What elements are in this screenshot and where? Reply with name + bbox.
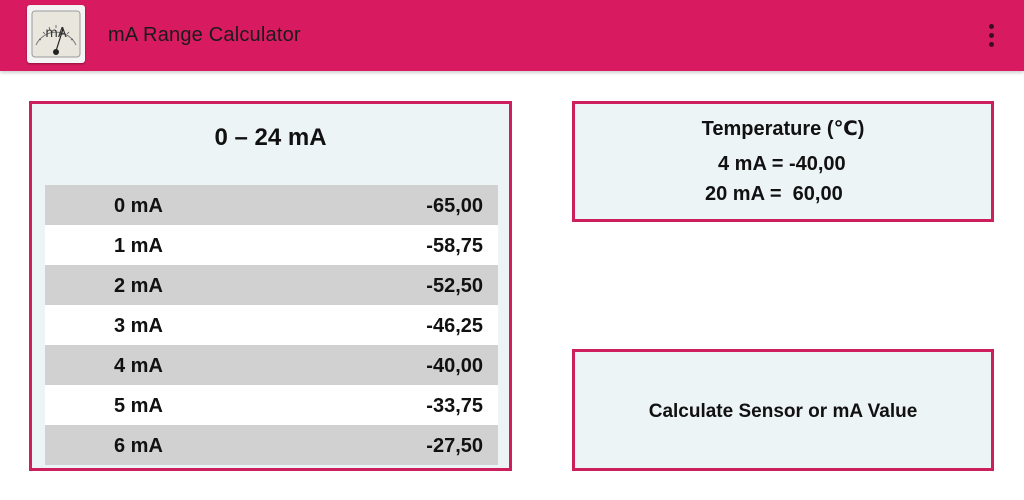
temperature-card: Temperature (℃) 4 mA = -40,00 20 mA = 60…	[572, 101, 994, 222]
ma-cell: 3 mA	[114, 315, 163, 337]
table-row: 4 mA -40,00	[45, 345, 498, 385]
table-row: 1 mA -58,75	[45, 225, 498, 265]
app-title: mA Range Calculator	[108, 24, 301, 46]
table-row: 5 mA -33,75	[45, 385, 498, 425]
app-bar: mA mA Range Calculator	[0, 0, 1024, 71]
ma-cell: 4 mA	[114, 355, 163, 377]
icon-text: mA	[45, 26, 67, 41]
value-cell: -27,50	[426, 435, 483, 457]
temperature-title: Temperature (℃)	[701, 118, 865, 140]
overflow-menu-icon[interactable]	[976, 18, 1006, 52]
calculate-button[interactable]: Calculate Sensor or mA Value	[572, 349, 994, 471]
ma-cell: 1 mA	[114, 235, 163, 257]
value-cell: -52,50	[426, 275, 483, 297]
value-cell: -46,25	[426, 315, 483, 337]
temperature-20ma-line: 20 mA = 60,00	[705, 183, 843, 205]
value-cell: -58,75	[426, 235, 483, 257]
table-row: 0 mA -65,00	[45, 185, 498, 225]
ma-cell: 5 mA	[114, 395, 163, 417]
ammeter-gauge-icon: mA	[27, 5, 85, 63]
calculate-button-label: Calculate Sensor or mA Value	[648, 401, 918, 422]
value-cell: -40,00	[426, 355, 483, 377]
range-table-card: 0 – 24 mA 0 mA -65,00 1 mA -58,75 2 mA -…	[29, 101, 512, 471]
value-cell: -33,75	[426, 395, 483, 417]
ma-cell: 6 mA	[114, 435, 163, 457]
ma-cell: 0 mA	[114, 195, 163, 217]
value-cell: -65,00	[426, 195, 483, 217]
table-row: 6 mA -27,50	[45, 425, 498, 465]
range-title: 0 – 24 mA	[214, 124, 327, 151]
temperature-4ma-line: 4 mA = -40,00	[718, 153, 846, 175]
range-table: 0 mA -65,00 1 mA -58,75 2 mA -52,50 3 mA…	[45, 185, 498, 465]
table-row: 2 mA -52,50	[45, 265, 498, 305]
ma-cell: 2 mA	[114, 275, 163, 297]
table-row: 3 mA -46,25	[45, 305, 498, 345]
